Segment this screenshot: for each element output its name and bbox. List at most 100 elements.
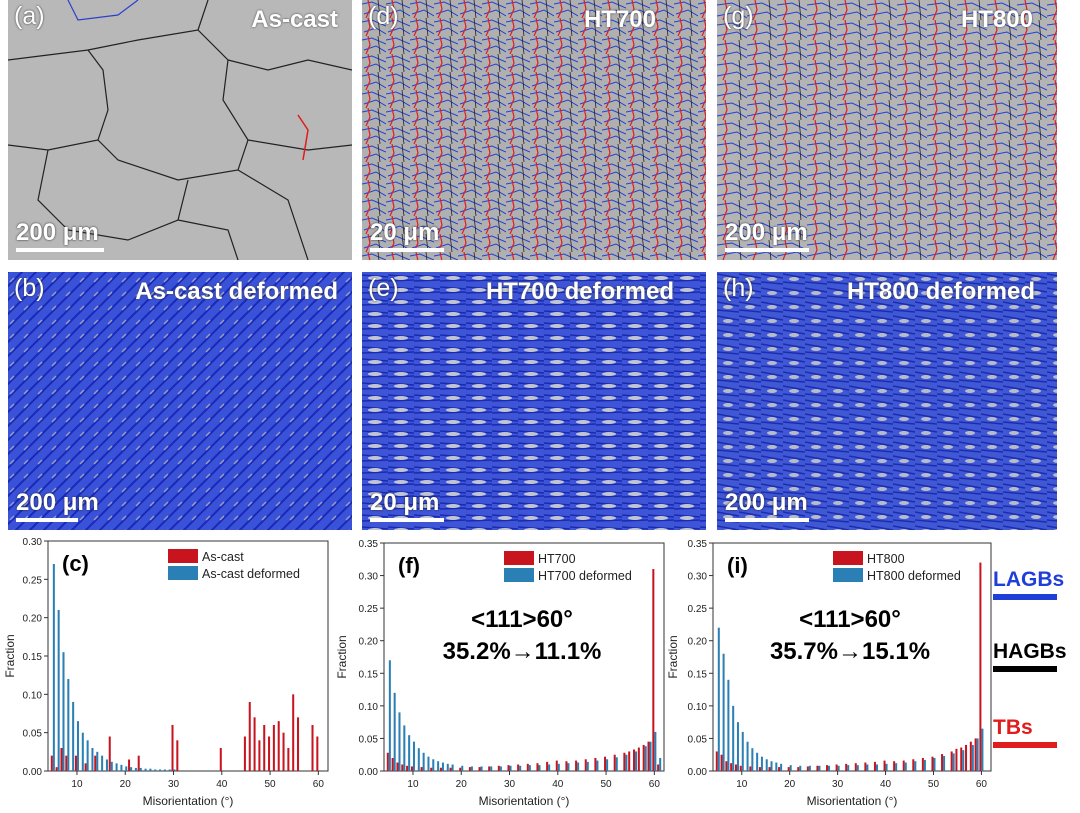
legend-label: As-cast <box>202 550 244 564</box>
bar-ht700 <box>613 754 616 771</box>
bar-ht700-deformed <box>417 748 420 771</box>
bar-as-cast <box>282 732 285 771</box>
x-axis-label: Misorientation (°) <box>807 794 898 808</box>
legend-hagbs: HAGBs <box>993 640 1067 672</box>
x-tick-label: 60 <box>976 779 988 790</box>
bar-ht700-deformed <box>538 765 541 771</box>
bar-ht700 <box>478 767 481 771</box>
bar-as-cast <box>50 755 53 771</box>
scale-bar: 200 μm <box>725 219 809 252</box>
bar-ht700 <box>584 759 587 771</box>
x-tick-label: 40 <box>552 779 564 790</box>
bar-as-cast <box>137 755 140 771</box>
bar-as-cast <box>65 755 68 771</box>
bar-as-cast <box>108 736 111 771</box>
x-tick-label: 50 <box>601 779 613 790</box>
bar-ht800 <box>902 760 905 771</box>
chart-svg: 0.00 0.05 0.10 0.15 0.20 0.25 0.30 0.35 10 20 30 40… <box>335 539 665 808</box>
bar-ht800 <box>758 767 761 771</box>
y-tick-label: 0.00 <box>359 767 379 778</box>
bar-ht700-deformed <box>441 762 444 771</box>
bar-ht800 <box>749 766 752 771</box>
y-tick-label: 0.15 <box>23 652 43 663</box>
bar-ht700 <box>657 764 660 771</box>
bar-ht700-deformed <box>422 752 425 771</box>
legend-swatch <box>833 551 863 565</box>
bar-ht800 <box>883 760 886 771</box>
bar-ht700-deformed <box>625 754 628 771</box>
bar-as-cast-deformed <box>134 767 137 771</box>
micrograph-ht700: (d) HT700 20 μm <box>362 0 706 260</box>
bar-as-cast-deformed <box>115 763 118 771</box>
bar-as-cast <box>55 767 58 771</box>
scale-bar-label: 200 μm <box>725 489 808 516</box>
bar-as-cast <box>292 694 295 771</box>
bar-ht700 <box>637 747 640 771</box>
legend-tbs-swatch <box>993 742 1057 748</box>
y-tick-label: 0.05 <box>23 729 43 740</box>
bar-as-cast-deformed <box>52 564 55 771</box>
bar-ht700-deformed <box>654 731 657 771</box>
bar-ht700 <box>459 767 462 771</box>
bar-ht800 <box>854 763 857 771</box>
bar-as-cast <box>248 702 251 771</box>
x-tick-label: 20 <box>784 779 796 790</box>
bar-ht800 <box>816 765 819 771</box>
bar-ht800 <box>950 751 953 771</box>
bar-ht800-deformed <box>732 705 735 771</box>
bar-ht800-deformed <box>923 759 926 771</box>
bar-ht800-deformed <box>976 738 979 771</box>
x-tick-label: 20 <box>456 779 468 790</box>
x-tick-label: 60 <box>649 779 661 790</box>
bar-ht800-deformed <box>722 653 725 771</box>
x-tick-label: 60 <box>313 779 325 790</box>
x-tick-label: 20 <box>120 779 132 790</box>
bar-ht800 <box>921 757 924 771</box>
bar-ht700-deformed <box>427 756 430 771</box>
micrograph-ht800-deformed: (h) HT800 deformed 200 μm <box>717 272 1057 530</box>
bar-ht700-deformed <box>644 746 647 771</box>
scale-bar-label: 20 μm <box>370 219 440 246</box>
bar-ht800-deformed <box>952 753 955 771</box>
x-tick-label: 30 <box>832 779 844 790</box>
bar-as-cast <box>263 725 266 771</box>
legend-label: HT700 deformed <box>538 569 632 583</box>
bar-ht700-deformed <box>398 712 401 771</box>
bar-ht700 <box>642 744 645 771</box>
bar-ht700-deformed <box>437 761 440 771</box>
legend-lagbs-swatch <box>993 594 1057 600</box>
x-tick-label: 40 <box>216 779 228 790</box>
bar-ht700 <box>410 766 413 771</box>
annotation-text: 35.7%→15.1% <box>770 638 930 665</box>
y-tick-label: 0.30 <box>359 572 379 583</box>
bar-ht800-deformed <box>943 756 946 771</box>
micrograph-as-cast: (a) As-cast 200 μm <box>8 0 352 260</box>
bar-as-cast-deformed <box>62 652 65 771</box>
panel-label: (d) <box>368 2 399 30</box>
bar-ht800-deformed <box>895 763 898 771</box>
bar-ht700 <box>628 751 631 771</box>
panel-title: HT800 <box>960 6 1033 33</box>
legend-swatch <box>504 551 534 565</box>
bar-ht800 <box>979 562 982 771</box>
bar-as-cast <box>94 755 97 771</box>
grain-boundary-map <box>8 272 352 530</box>
bar-as-cast-deformed <box>130 767 133 771</box>
bar-ht800-deformed <box>770 761 773 771</box>
panel-title: As-cast deformed <box>135 278 338 305</box>
bar-ht800-deformed <box>751 748 754 771</box>
bar-as-cast-deformed <box>168 769 171 771</box>
panel-title: As-cast <box>251 6 338 33</box>
bar-as-cast <box>287 748 290 771</box>
bar-ht800-deformed <box>741 731 744 771</box>
bar-ht800 <box>845 763 848 771</box>
bar-as-cast <box>268 736 271 771</box>
legend-label: HT800 deformed <box>867 569 961 583</box>
bar-ht700 <box>526 763 529 771</box>
bar-as-cast-deformed <box>163 769 166 771</box>
histogram-c: 0.00 0.05 0.10 0.15 0.20 0.25 0.30 10 20 30 40 50 60… <box>0 535 352 813</box>
bar-ht700 <box>401 764 404 771</box>
annotation-text: <111>60° <box>471 606 573 633</box>
scale-bar-label: 200 μm <box>725 219 808 246</box>
panel-label: (f) <box>398 553 420 578</box>
